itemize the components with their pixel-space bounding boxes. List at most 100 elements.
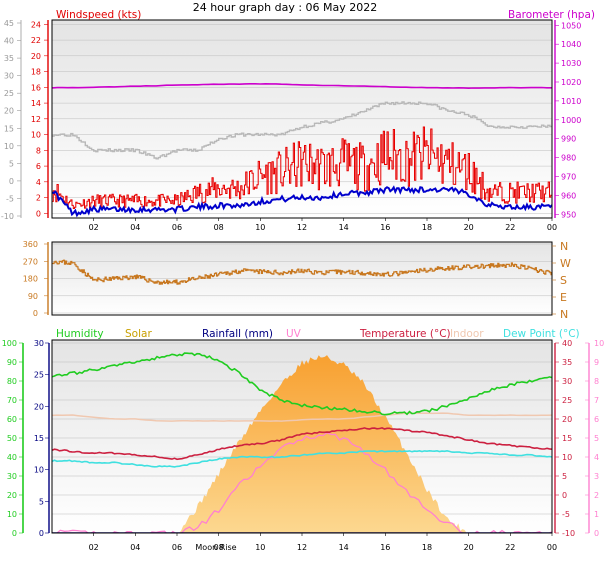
humidity-tick: 90 [7, 358, 17, 367]
wind-inner-tick: 6 [36, 162, 41, 171]
barometer-tick: 1000 [561, 116, 581, 125]
climate-time-tick: 04 [130, 543, 140, 552]
climate-time-tick: 02 [89, 543, 99, 552]
climate-time-tick: 20 [464, 543, 474, 552]
legend-item: Dew Point (°C) [503, 328, 580, 340]
temperature-axis-ticks: 40 35 30 25 20 15 10 5 0 -5 -10 [554, 339, 575, 538]
barometer-tick: 980 [561, 154, 576, 163]
temperature-tick: 0 [562, 491, 567, 500]
humidity-tick: 40 [7, 453, 17, 462]
wind-outer-tick: 40 [4, 37, 14, 46]
humidity-tick: 30 [7, 472, 17, 481]
humidity-tick: 80 [7, 377, 17, 386]
rainfall-tick: 30 [34, 339, 44, 348]
barometer-tick: 1050 [561, 21, 581, 30]
barometer-tick: 960 [561, 191, 576, 200]
legend-item: Rainfall (mm) [202, 328, 273, 340]
wind-time-tick: 16 [380, 223, 390, 232]
rainfall-tick: 5 [39, 497, 44, 506]
humidity-tick: 100 [2, 339, 17, 348]
uv-tick: 9 [594, 358, 599, 367]
rainfall-axis-ticks: 30 25 20 15 10 5 0 [34, 339, 50, 538]
wind-inner-tick: 2 [36, 194, 41, 203]
wind-time-tick: 22 [505, 223, 515, 232]
barometer-axis-title: Barometer (hpa) [508, 9, 595, 21]
barometer-tick: 990 [561, 135, 576, 144]
wind-inner-tick: 24 [31, 20, 41, 29]
climate-panel: Humidity Solar Rainfall (mm) UV Temperature … [2, 328, 604, 552]
direction-degree-tick: 270 [23, 257, 38, 266]
wind-outer-tick: 0 [9, 177, 14, 186]
wind-outer-tick: 10 [4, 142, 14, 151]
wind-inner-tick: 4 [36, 178, 41, 187]
humidity-tick: 70 [7, 396, 17, 405]
wind-outer-axis-ticks: 45 40 35 30 25 20 15 10 5 0 -5 -10 [1, 19, 22, 221]
wind-inner-tick: 8 [36, 146, 41, 155]
rainfall-tick: 20 [34, 402, 44, 411]
uv-tick: 2 [594, 491, 599, 500]
humidity-line [52, 352, 552, 416]
temperature-tick: -5 [562, 510, 570, 519]
wind-outer-tick: 5 [9, 159, 14, 168]
compass-label: N [560, 308, 568, 321]
climate-time-tick: 12 [297, 543, 307, 552]
compass-label: E [560, 291, 567, 304]
barometer-tick: 1040 [561, 40, 581, 49]
barometer-tick: 950 [561, 210, 576, 219]
rainfall-tick: 25 [34, 371, 44, 380]
temperature-tick: 15 [562, 434, 572, 443]
climate-time-tick: 08 [214, 543, 224, 552]
temperature-tick: 40 [562, 339, 572, 348]
barometer-tick: 1010 [561, 97, 581, 106]
wind-inner-tick: 16 [31, 83, 41, 92]
climate-time-tick: 16 [380, 543, 390, 552]
wind-inner-tick: 22 [31, 36, 41, 45]
wind-outer-tick: 15 [4, 124, 14, 133]
wind-time-tick: 20 [464, 223, 474, 232]
wind-outer-tick: 20 [4, 107, 14, 116]
climate-time-tick: 22 [505, 543, 515, 552]
barometer-line [52, 82, 552, 90]
humidity-tick: 0 [12, 529, 17, 538]
direction-degree-tick: 180 [23, 275, 38, 284]
dew-point-line [52, 449, 552, 468]
direction-gridlines [52, 243, 552, 314]
temperature-line [52, 427, 552, 461]
wind-inner-tick: 18 [31, 68, 41, 77]
moon-rise-label: Moon Rise [195, 543, 236, 552]
wind-direction-line [52, 259, 552, 285]
direction-degree-tick: 0 [33, 309, 38, 318]
compass-label: W [560, 257, 571, 270]
uv-tick: 0 [594, 529, 599, 538]
climate-time-tick: 18 [422, 543, 432, 552]
wind-outer-tick: 45 [4, 19, 14, 28]
compass-label: S [560, 274, 567, 287]
wind-time-tick: 18 [422, 223, 432, 232]
solar-area [52, 355, 552, 533]
windspeed-line [52, 126, 552, 209]
wind-inner-tick: 10 [31, 131, 41, 140]
temperature-tick: 10 [562, 453, 572, 462]
wind-inner-tick: 0 [36, 209, 41, 218]
wind-time-tick: 06 [172, 223, 182, 232]
wind-average-line [52, 185, 552, 218]
temperature-tick: 5 [562, 472, 567, 481]
direction-degree-tick: 90 [28, 292, 38, 301]
humidity-tick: 50 [7, 434, 17, 443]
barometer-axis-ticks: 1050 1040 1030 1020 1010 1000 990 980 970 960 950 [554, 20, 581, 219]
rainfall-tick: 15 [34, 434, 44, 443]
climate-legend: Humidity Solar Rainfall (mm) UV Temperature … [56, 328, 580, 340]
compass-label: N [560, 240, 568, 253]
windspeed-axis-title: Windspeed (kts) [56, 9, 141, 21]
barometer-tick: 1030 [561, 59, 581, 68]
wind-time-tick: 14 [339, 223, 349, 232]
legend-item: Indoor [450, 328, 484, 340]
climate-time-tick: 00 [547, 543, 557, 552]
wind-outer-tick: 35 [4, 54, 14, 63]
uv-tick: 8 [594, 377, 599, 386]
uv-tick: 4 [594, 453, 599, 462]
